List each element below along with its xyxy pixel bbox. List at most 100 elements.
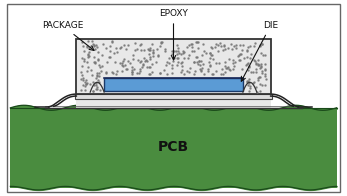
Point <box>205 68 211 71</box>
Point <box>95 73 100 76</box>
Point <box>91 90 96 93</box>
Point <box>196 60 202 63</box>
Point <box>198 68 204 71</box>
Point <box>82 89 87 92</box>
Point <box>98 66 103 69</box>
Point <box>199 54 204 57</box>
Point <box>253 41 258 44</box>
Point <box>147 65 153 68</box>
Point <box>110 70 115 73</box>
Point <box>140 64 146 67</box>
Point <box>84 61 90 64</box>
Point <box>211 58 216 61</box>
Point <box>175 56 180 59</box>
Point <box>189 46 195 49</box>
Point <box>119 64 125 67</box>
Point <box>127 61 132 64</box>
Point <box>166 57 171 60</box>
Point <box>197 67 203 71</box>
Point <box>212 46 218 49</box>
Point <box>196 46 201 49</box>
Point <box>147 48 152 51</box>
Point <box>150 49 155 52</box>
Point <box>122 63 127 66</box>
Point <box>229 42 234 45</box>
Bar <box>104 78 243 91</box>
Point <box>91 43 96 46</box>
Point <box>89 74 94 77</box>
Point <box>130 57 135 60</box>
Point <box>108 45 113 48</box>
Point <box>181 73 186 76</box>
Point <box>220 48 225 51</box>
Point <box>110 71 116 74</box>
Point <box>90 89 96 92</box>
Point <box>259 65 264 68</box>
Point <box>166 61 171 64</box>
Point <box>199 60 204 63</box>
Point <box>194 41 200 44</box>
Point <box>80 83 85 86</box>
Point <box>209 72 214 75</box>
Point <box>104 61 110 64</box>
Point <box>182 57 187 60</box>
Point <box>94 45 100 48</box>
Point <box>230 59 235 62</box>
Point <box>176 51 182 54</box>
Point <box>244 49 250 53</box>
Point <box>92 61 98 64</box>
Point <box>232 61 237 64</box>
Point <box>233 43 239 46</box>
Point <box>95 78 101 81</box>
Point <box>215 44 221 47</box>
Point <box>85 52 91 55</box>
Point <box>83 83 88 86</box>
Point <box>200 43 206 46</box>
Point <box>117 46 122 50</box>
Point <box>246 65 251 68</box>
Point <box>186 71 192 74</box>
Point <box>174 53 180 56</box>
Point <box>237 59 242 62</box>
Point <box>221 45 227 48</box>
Point <box>85 40 91 43</box>
Point <box>135 58 141 61</box>
Point <box>81 59 86 63</box>
Point <box>196 60 201 63</box>
Point <box>93 77 99 80</box>
Point <box>244 80 249 83</box>
Point <box>96 80 102 83</box>
Point <box>201 49 207 52</box>
Point <box>85 69 90 72</box>
Point <box>112 51 117 54</box>
Point <box>173 50 178 53</box>
Point <box>247 56 253 59</box>
Point <box>103 71 109 74</box>
Point <box>194 55 199 58</box>
Bar <box>75 94 272 99</box>
Point <box>213 69 219 72</box>
Point <box>244 49 249 52</box>
Point <box>218 45 224 48</box>
Point <box>109 40 115 43</box>
Point <box>132 49 138 52</box>
Point <box>236 53 242 56</box>
Point <box>245 84 251 87</box>
Point <box>147 73 153 76</box>
Point <box>178 61 184 64</box>
Point <box>230 61 236 64</box>
Point <box>201 62 206 65</box>
Point <box>222 47 228 50</box>
Point <box>251 45 256 48</box>
Point <box>237 44 243 47</box>
Point <box>263 77 269 80</box>
Point <box>252 80 257 83</box>
Point <box>154 60 159 64</box>
Point <box>86 55 91 59</box>
Point <box>130 54 136 57</box>
Point <box>256 63 262 66</box>
Point <box>175 56 180 60</box>
Point <box>82 81 87 84</box>
Point <box>92 55 97 58</box>
Point <box>208 63 213 66</box>
